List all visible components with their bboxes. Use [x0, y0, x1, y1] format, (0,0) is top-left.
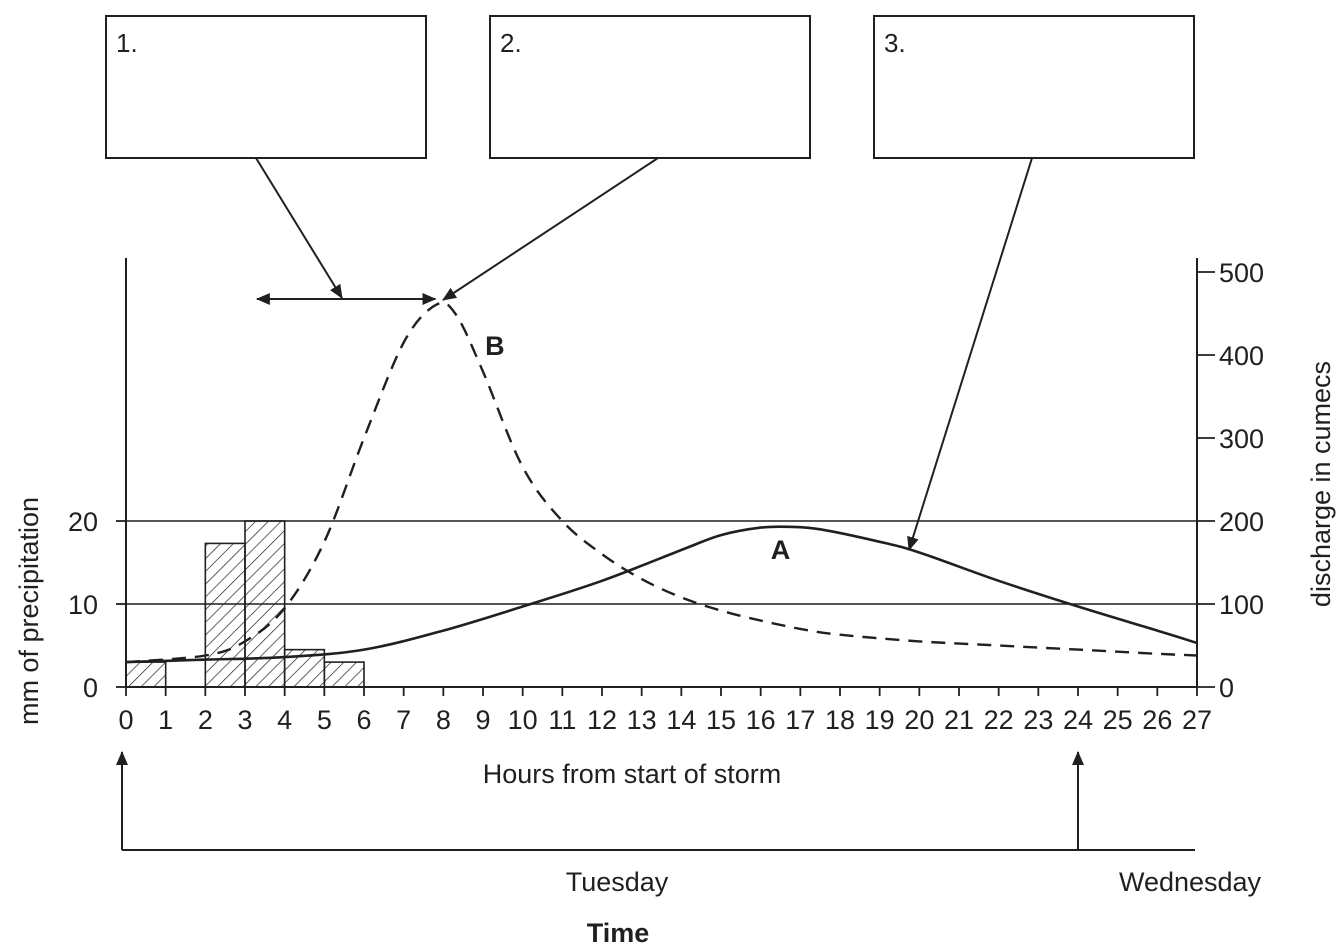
- series-a-line: [125, 525, 1198, 664]
- x-tick-label-9: 9: [475, 705, 490, 735]
- x-tick-label-3: 3: [237, 705, 252, 735]
- x-tick-label-17: 17: [785, 705, 815, 735]
- y2-tick-label-300: 300: [1219, 424, 1264, 454]
- precipitation-bar-4: [323, 661, 365, 688]
- x-tick-label-19: 19: [865, 705, 895, 735]
- x-tick-label-25: 25: [1103, 705, 1133, 735]
- series-b-line: [125, 301, 1198, 664]
- x-tick-label-20: 20: [904, 705, 934, 735]
- x-tick-label-4: 4: [277, 705, 292, 735]
- x-tick-label-11: 11: [548, 705, 576, 735]
- y2-tick-label-500: 500: [1219, 258, 1264, 288]
- x-tick-label-16: 16: [746, 705, 776, 735]
- box-2-pointer: [442, 157, 659, 301]
- x-tick-label-23: 23: [1023, 705, 1053, 735]
- precipitation-bar-0: [125, 661, 167, 688]
- x-tick-label-22: 22: [984, 705, 1014, 735]
- x-tick-label-27: 27: [1182, 705, 1212, 735]
- x-tick-label-13: 13: [627, 705, 657, 735]
- x-tick-label-6: 6: [356, 705, 371, 735]
- annotation-box-1-label: 1.: [116, 28, 138, 58]
- x-tick-label-12: 12: [587, 705, 617, 735]
- annotation-box-3[interactable]: 3.: [873, 15, 1195, 159]
- precipitation-bar-2: [244, 520, 286, 688]
- annotation-box-1[interactable]: 1.: [105, 15, 427, 159]
- box-3-pointer: [907, 157, 1033, 551]
- day-label-tuesday: Tuesday: [566, 867, 669, 897]
- y2-tick-label-100: 100: [1219, 590, 1264, 620]
- annotation-box-2[interactable]: 2.: [489, 15, 811, 159]
- series-b-label: B: [485, 331, 505, 361]
- gridlines: [126, 520, 1197, 605]
- y-tick-label-10: 10: [68, 590, 98, 620]
- y2-tick-label-400: 400: [1219, 341, 1264, 371]
- x-tick-label-0: 0: [118, 705, 133, 735]
- y-tick-label-20: 20: [68, 507, 98, 537]
- right-y-axis-ticks: 0 100 200 300 400 500: [1197, 258, 1264, 703]
- precipitation-bar-1: [204, 542, 246, 688]
- box-1-pointer: [255, 157, 343, 299]
- x-tick-label-8: 8: [436, 705, 451, 735]
- x-tick-label-7: 7: [396, 705, 411, 735]
- series-a-label: A: [771, 535, 791, 565]
- x-tick-label-14: 14: [666, 705, 696, 735]
- left-y-axis-ticks: 0 10 20: [68, 507, 126, 703]
- x-tick-label-24: 24: [1063, 705, 1093, 735]
- x-axis-ticks: 0 1 2 3 4 5 6 7 8 9 10 11 12 13 14 15 16 17 18 19 20 21 22 23 24…: [118, 687, 1212, 735]
- x-axis-title: Hours from start of storm: [483, 759, 782, 789]
- y2-tick-label-200: 200: [1219, 507, 1264, 537]
- y-tick-label-0: 0: [83, 673, 98, 703]
- annotation-box-2-label: 2.: [500, 28, 522, 58]
- timeline-axis-title: Time: [587, 918, 650, 948]
- x-tick-label-1: 1: [158, 705, 173, 735]
- x-tick-label-21: 21: [944, 705, 974, 735]
- annotation-box-3-label: 3.: [884, 28, 906, 58]
- x-tick-label-18: 18: [825, 705, 855, 735]
- x-tick-label-26: 26: [1142, 705, 1172, 735]
- y2-tick-label-0: 0: [1219, 673, 1234, 703]
- x-tick-label-15: 15: [706, 705, 736, 735]
- hydrograph-curves: [125, 301, 1198, 664]
- x-tick-label-5: 5: [317, 705, 332, 735]
- day-label-wednesday: Wednesday: [1119, 867, 1262, 897]
- left-y-axis-title: mm of precipitation: [14, 497, 44, 725]
- right-y-axis-title: discharge in cumecs: [1306, 361, 1336, 607]
- x-tick-label-2: 2: [198, 705, 213, 735]
- x-tick-label-10: 10: [508, 705, 538, 735]
